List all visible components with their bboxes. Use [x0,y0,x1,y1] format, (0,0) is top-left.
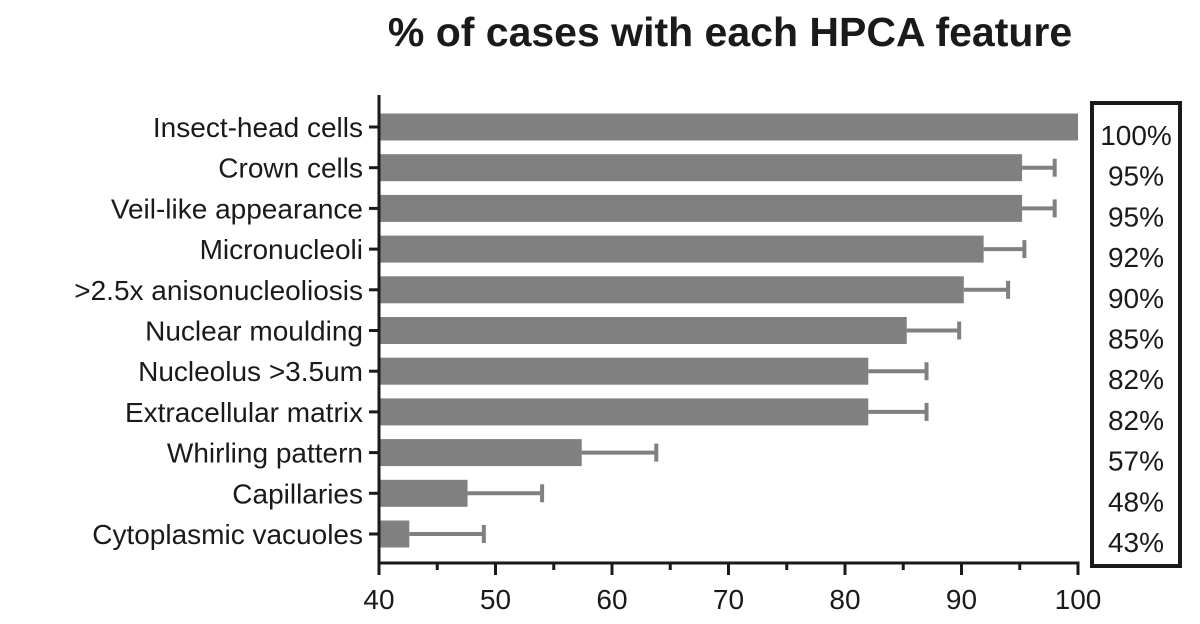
category-label: Nuclear moulding [145,316,363,347]
category-label: Whirling pattern [167,438,363,469]
category-label: Cytoplasmic vacuoles [92,519,363,550]
value-label: 82% [1108,405,1164,436]
x-tick-label: 100 [1055,584,1102,615]
category-label: Crown cells [218,153,363,184]
x-tick-label: 90 [946,584,977,615]
category-label: Capillaries [232,478,363,509]
value-label: 48% [1108,486,1164,517]
bar [379,479,468,507]
value-label: 100% [1100,120,1172,151]
bar [379,276,964,304]
category-label: >2.5x anisonucleoliosis [74,275,363,306]
value-label: 57% [1108,446,1164,477]
category-label: Insect-head cells [153,112,363,143]
value-label: 95% [1108,161,1164,192]
bar [379,235,984,263]
x-tick-label: 80 [829,584,860,615]
axes: 40 50 60 70 80 90 100 [363,95,1101,615]
x-tick-label: 60 [596,584,627,615]
chart-title: % of cases with each HPCA feature [388,9,1072,55]
value-label-box: 100% 95% 95% 92% 90% 85% 82% 82% 57% 48% 43% [1090,101,1182,568]
bar [379,398,869,426]
bar [379,113,1078,141]
bar [379,357,869,385]
value-label: 92% [1108,242,1164,273]
bar [379,439,582,467]
bar [379,154,1023,182]
category-label: Extracellular matrix [125,397,363,428]
category-label: Veil-like appearance [111,193,363,224]
value-label: 85% [1108,324,1164,355]
x-tick-label: 40 [363,584,394,615]
category-label: Micronucleoli [200,234,363,265]
bar [379,520,410,548]
value-label: 82% [1108,364,1164,395]
x-tick-label: 50 [480,584,511,615]
bar [379,317,907,344]
value-label: 43% [1108,527,1164,558]
value-label: 95% [1108,201,1164,232]
bars [379,113,1078,548]
category-label: Nucleolus >3.5um [138,356,363,387]
value-label-box-border [1090,101,1182,568]
bar [379,194,1023,222]
value-label: 90% [1108,283,1164,314]
category-labels: Insect-head cells Crown cells Veil-like ap… [74,112,363,550]
x-tick-label: 70 [713,584,744,615]
